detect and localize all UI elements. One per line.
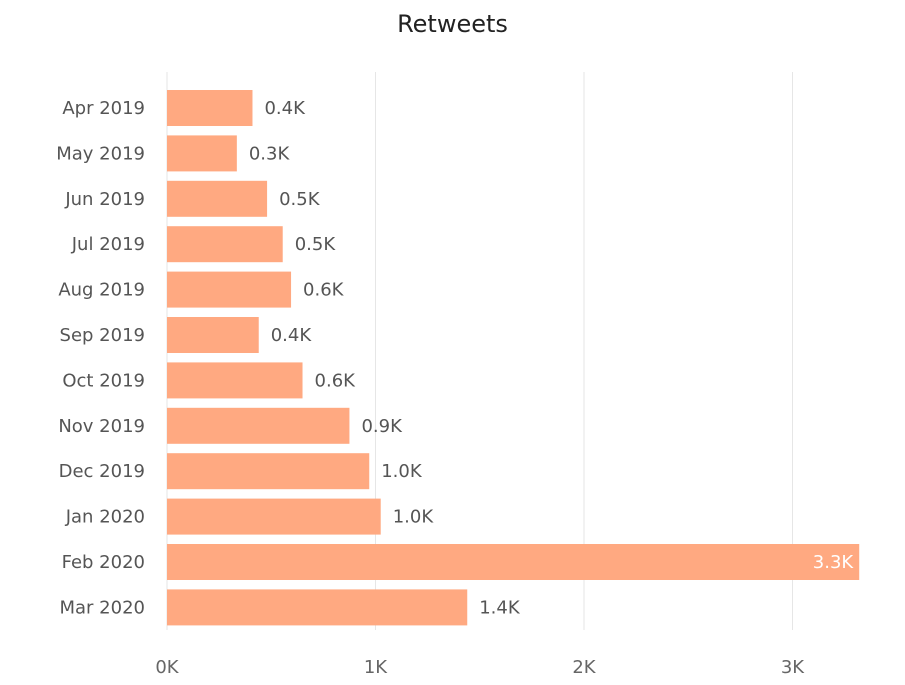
category-label: Jul 2019 (71, 234, 145, 255)
data-label: 0.3K (249, 143, 291, 164)
bar (167, 135, 237, 172)
data-label: 0.6K (315, 370, 357, 391)
bar (167, 317, 259, 353)
chart-title: Retweets (397, 10, 508, 38)
x-tick-label: 0K (155, 657, 179, 678)
category-label: Jan 2020 (65, 507, 145, 528)
category-label: Dec 2019 (59, 461, 145, 482)
category-label: Feb 2020 (62, 552, 145, 573)
category-label: Sep 2019 (60, 325, 145, 346)
category-label: Oct 2019 (62, 370, 145, 391)
bar (167, 544, 860, 580)
data-label: 0.4K (271, 325, 313, 346)
category-label: Jun 2019 (64, 189, 145, 210)
category-label: May 2019 (56, 143, 145, 164)
x-tick-label: 3K (781, 657, 805, 678)
data-label: 1.4K (479, 597, 521, 618)
x-tick-label: 2K (572, 657, 596, 678)
labels: 0K 1K 2K 3K Apr 2019 0.4K May 2019 0.3K Jun 2019… (56, 98, 854, 678)
data-label: 0.5K (279, 189, 321, 210)
bar (167, 226, 283, 263)
bar (167, 90, 253, 126)
bar (167, 453, 370, 490)
data-label: 1.0K (393, 507, 435, 528)
x-tick-label: 1K (364, 657, 388, 678)
bar (167, 362, 303, 399)
data-label: 0.9K (361, 416, 403, 437)
data-label: 0.5K (295, 234, 337, 255)
category-label: Apr 2019 (62, 98, 145, 119)
data-label: 0.6K (303, 280, 345, 301)
bar (167, 180, 268, 217)
category-label: Aug 2019 (58, 280, 145, 301)
category-label: Nov 2019 (58, 416, 145, 437)
category-label: Mar 2020 (60, 597, 146, 618)
bar (167, 589, 468, 626)
data-label: 1.0K (381, 461, 423, 482)
bar (167, 498, 381, 535)
bars (167, 90, 860, 626)
bar (167, 271, 292, 308)
bar (167, 407, 350, 444)
data-label: 3.3K (813, 552, 855, 573)
data-label: 0.4K (264, 98, 306, 119)
